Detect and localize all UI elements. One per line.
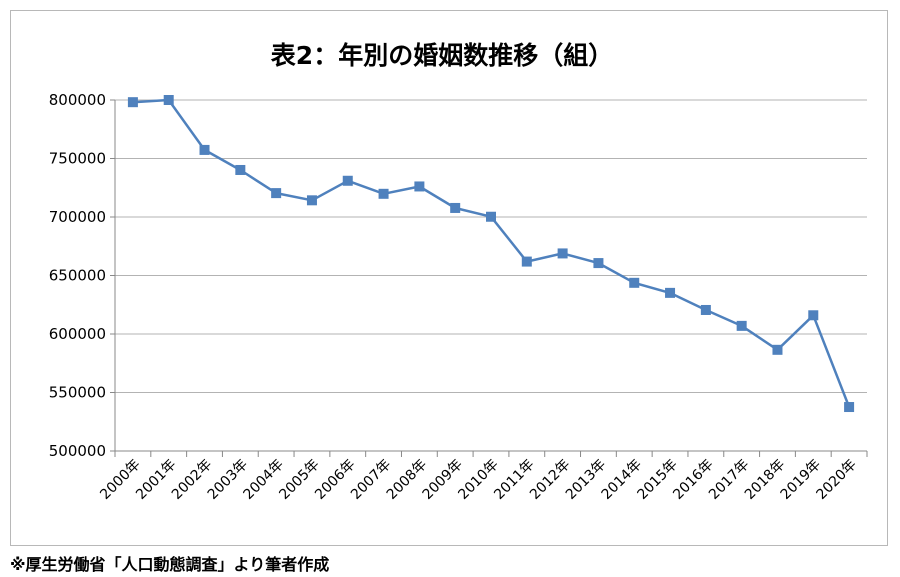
series-polyline [132,98,851,408]
data-point-2010年 [486,211,496,222]
data-point-2004年 [271,188,282,199]
data-point-2002年 [199,144,210,155]
data-point-2005年 [306,195,317,206]
data-point-2018年 [772,344,783,355]
x-tick-label: 2020年 [814,457,860,503]
data-point-2001年 [163,95,174,106]
data-point-2003年 [235,164,246,175]
data-point-2008年 [414,181,425,192]
source-caption: ※厚生労働省「人口動態調査」より筆者作成 [10,555,330,574]
data-point-2017年 [736,320,747,331]
data-point-2020年 [844,402,855,413]
data-points [127,95,855,413]
y-tick-label: 700000 [49,208,106,226]
data-point-2011年 [521,256,532,267]
y-tick-label: 500000 [49,442,106,460]
chart-title: 表2：年別の婚姻数推移（組） [271,41,613,70]
y-tick-label: 800000 [49,91,106,109]
data-point-2000年 [127,97,138,108]
data-point-2013年 [593,258,604,269]
chart-frame [10,10,888,546]
y-tick-label: 750000 [49,150,106,168]
data-point-2015年 [665,287,676,298]
line-chart: 表2：年別の婚姻数推移（組） 500000 550000 600000 650000 7… [49,41,868,503]
y-tick-label: 550000 [49,384,106,402]
data-point-2006年 [342,175,353,186]
y-axis-ticks: 500000 550000 600000 650000 700000 750000 8000… [49,91,115,460]
y-tick-label: 650000 [49,267,106,285]
data-point-2014年 [629,277,640,288]
y-tick-label: 600000 [49,325,106,343]
x-axis-ticks: 2000年2001年2002年2003年2004年2005年2006年2007年… [97,451,868,503]
data-point-2016年 [700,304,711,315]
data-point-2007年 [378,188,389,199]
gridlines [115,99,867,452]
series-line [132,98,851,408]
data-point-2012年 [557,248,568,259]
data-point-2009年 [450,202,461,213]
data-point-2019年 [808,310,819,321]
